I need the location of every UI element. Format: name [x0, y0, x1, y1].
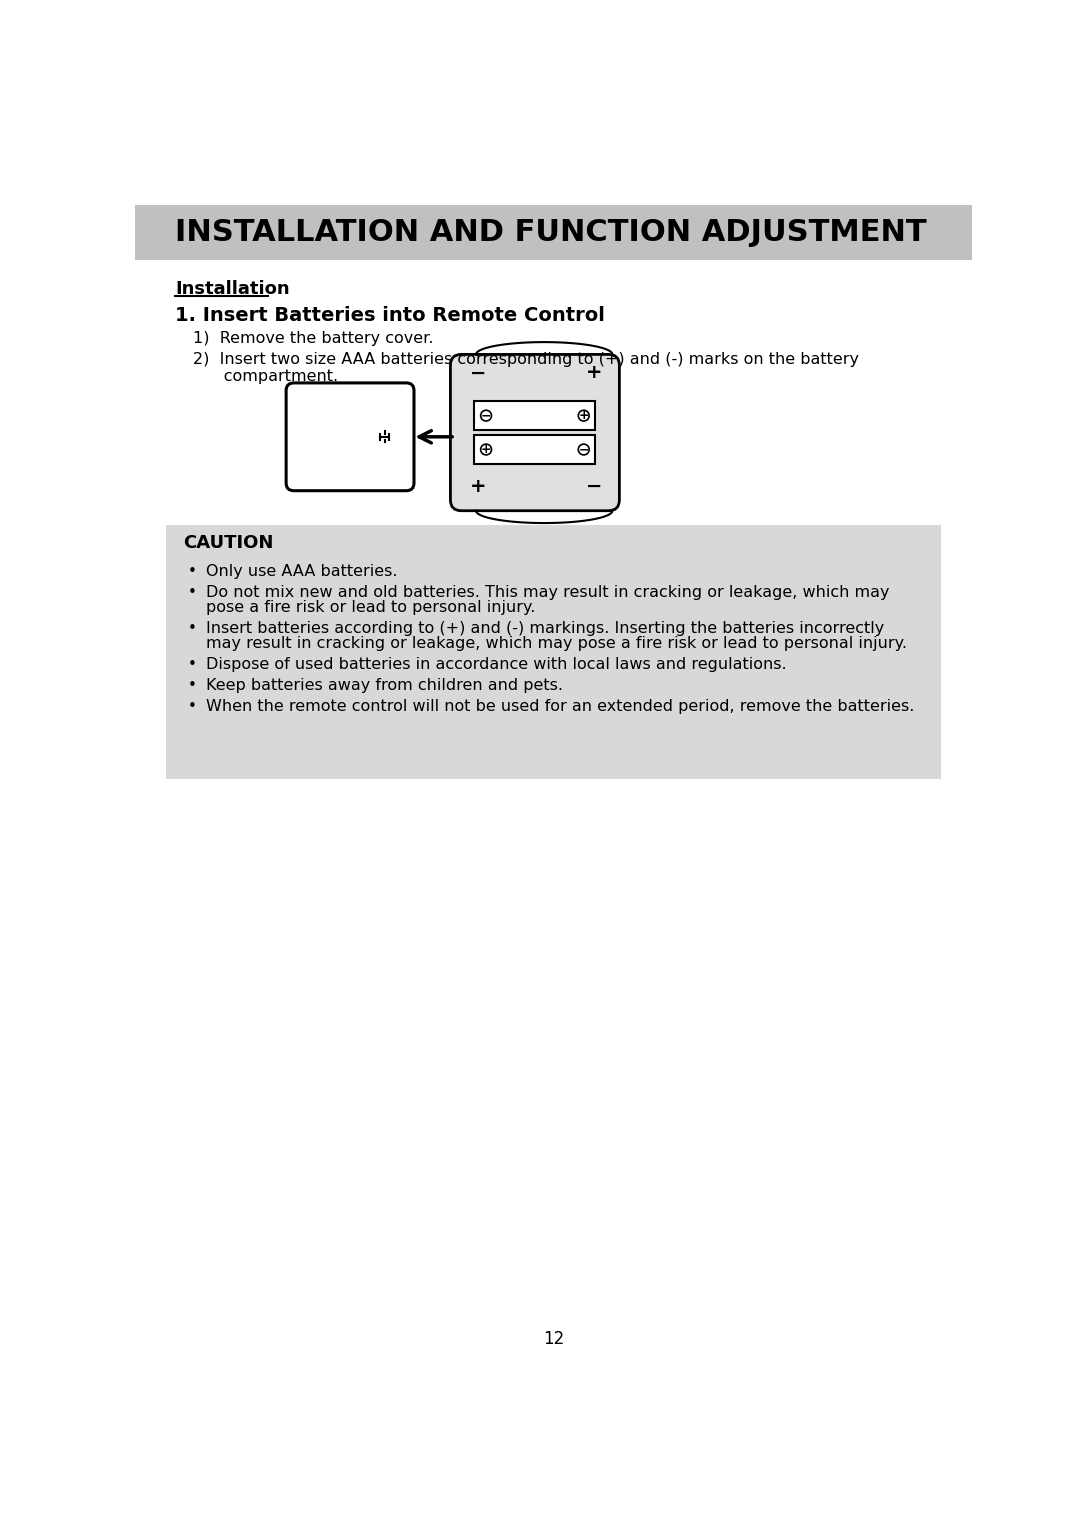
Text: 1)  Remove the battery cover.: 1) Remove the battery cover.: [193, 330, 434, 346]
Text: INSTALLATION AND FUNCTION ADJUSTMENT: INSTALLATION AND FUNCTION ADJUSTMENT: [175, 219, 927, 248]
Text: Do not mix new and old batteries. This may result in cracking or leakage, which : Do not mix new and old batteries. This m…: [206, 584, 890, 599]
Text: −: −: [470, 364, 486, 382]
Text: +: +: [481, 443, 491, 456]
Circle shape: [481, 443, 491, 456]
Text: •: •: [188, 657, 197, 673]
Circle shape: [481, 410, 491, 420]
Text: 1. Insert Batteries into Remote Control: 1. Insert Batteries into Remote Control: [175, 306, 605, 324]
FancyBboxPatch shape: [135, 205, 972, 260]
Circle shape: [578, 410, 590, 420]
Text: pose a fire risk or lead to personal injury.: pose a fire risk or lead to personal inj…: [206, 599, 536, 615]
Text: Dispose of used batteries in accordance with local laws and regulations.: Dispose of used batteries in accordance …: [206, 657, 787, 673]
Text: −: −: [481, 410, 491, 422]
Circle shape: [578, 443, 590, 456]
FancyBboxPatch shape: [450, 355, 619, 511]
FancyBboxPatch shape: [286, 382, 414, 491]
Text: may result in cracking or leakage, which may pose a fire risk or lead to persona: may result in cracking or leakage, which…: [206, 636, 907, 651]
Text: +: +: [586, 364, 603, 382]
FancyBboxPatch shape: [166, 526, 941, 780]
Text: •: •: [188, 621, 197, 636]
Text: CAUTION: CAUTION: [183, 534, 273, 552]
FancyBboxPatch shape: [474, 401, 595, 430]
Text: +: +: [579, 410, 589, 422]
FancyBboxPatch shape: [474, 434, 595, 465]
Text: When the remote control will not be used for an extended period, remove the batt: When the remote control will not be used…: [206, 699, 915, 714]
Text: −: −: [586, 477, 603, 495]
Text: compartment.: compartment.: [193, 368, 338, 384]
Text: Keep batteries away from children and pets.: Keep batteries away from children and pe…: [206, 677, 564, 693]
Text: Insert batteries according to (+) and (-) markings. Inserting the batteries inco: Insert batteries according to (+) and (-…: [206, 621, 885, 636]
Text: •: •: [188, 677, 197, 693]
Text: Installation: Installation: [175, 280, 289, 298]
Text: •: •: [188, 564, 197, 579]
Text: •: •: [188, 699, 197, 714]
Text: Only use AAA batteries.: Only use AAA batteries.: [206, 564, 397, 579]
Text: 12: 12: [543, 1330, 564, 1349]
Text: •: •: [188, 584, 197, 599]
Text: +: +: [470, 477, 487, 495]
Text: −: −: [579, 443, 589, 456]
Text: 2)  Insert two size AAA batteries corresponding to (+) and (-) marks on the batt: 2) Insert two size AAA batteries corresp…: [193, 352, 859, 367]
